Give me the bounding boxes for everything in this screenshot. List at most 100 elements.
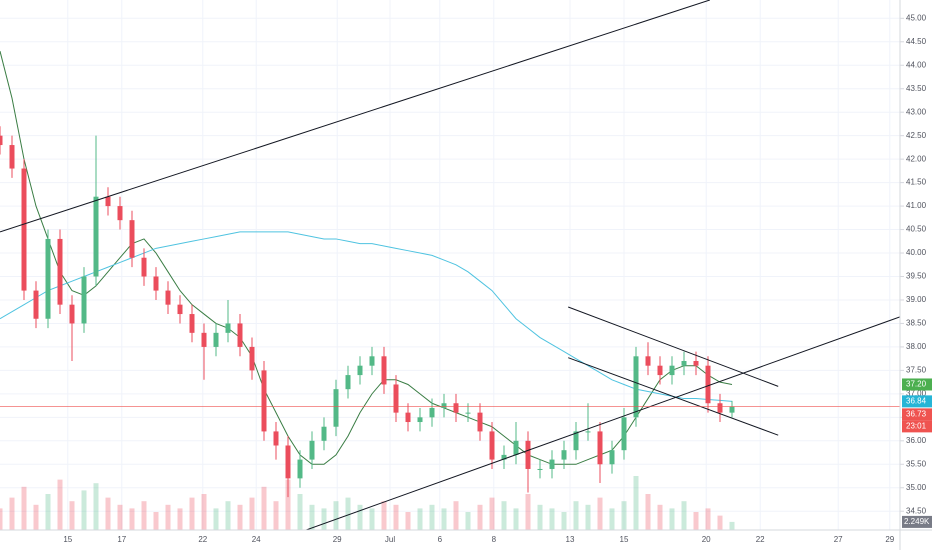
volume-bar bbox=[621, 501, 627, 530]
volume-bar bbox=[285, 479, 291, 530]
volume-label: 2.249K bbox=[904, 517, 930, 526]
price-label: 36.84 bbox=[906, 396, 927, 405]
candle-body bbox=[345, 375, 351, 390]
x-tick-label: 20 bbox=[702, 535, 711, 544]
volume-label-box bbox=[902, 515, 932, 528]
grid bbox=[0, 0, 900, 530]
volume-bar bbox=[477, 504, 483, 530]
volume-bar bbox=[141, 501, 147, 530]
price-label-box bbox=[902, 395, 932, 408]
volume-bar bbox=[369, 508, 375, 530]
volume-bar bbox=[513, 508, 519, 530]
candle-body bbox=[81, 276, 87, 324]
x-tick-label: 6 bbox=[438, 535, 443, 544]
candle-body bbox=[417, 417, 423, 423]
candle-body bbox=[477, 412, 483, 432]
volume-bar bbox=[69, 501, 75, 530]
candle-body bbox=[333, 389, 339, 427]
candle-body bbox=[441, 403, 447, 408]
candle-body bbox=[525, 440, 531, 469]
candle-body bbox=[501, 454, 507, 460]
volume-bar bbox=[117, 504, 123, 530]
price-label: 37.20 bbox=[906, 380, 927, 389]
candle-body bbox=[285, 445, 291, 479]
candle-body bbox=[429, 407, 435, 418]
price-label: 36.73 bbox=[906, 409, 927, 418]
candle-body bbox=[633, 356, 639, 418]
candle-body bbox=[513, 440, 519, 455]
candle-body bbox=[45, 238, 51, 319]
y-tick-label: 34.50 bbox=[906, 506, 927, 515]
moving-average-line bbox=[0, 51, 733, 465]
volume-bar bbox=[381, 501, 387, 530]
volume-bar bbox=[609, 508, 615, 530]
volume-bar bbox=[393, 504, 399, 530]
candle-body bbox=[717, 403, 723, 413]
candle-body bbox=[213, 332, 219, 347]
candle-body bbox=[705, 365, 711, 404]
candle-body bbox=[309, 440, 315, 460]
candle-body bbox=[381, 356, 387, 385]
y-tick-label: 38.00 bbox=[906, 342, 927, 351]
price-label-box bbox=[902, 378, 932, 391]
candle-body bbox=[225, 323, 231, 333]
volume-bar bbox=[549, 508, 555, 530]
countdown-box bbox=[902, 420, 932, 433]
volume-bar bbox=[249, 497, 255, 530]
x-tick-label: 22 bbox=[198, 535, 207, 544]
candle-body bbox=[0, 135, 3, 146]
candle-body bbox=[453, 403, 459, 413]
candle-body bbox=[201, 332, 207, 347]
x-tick-label: 13 bbox=[566, 535, 575, 544]
countdown: 23:01 bbox=[906, 421, 927, 430]
candle-body bbox=[57, 238, 63, 305]
volume-bar bbox=[645, 494, 651, 530]
candle-body bbox=[729, 406, 735, 413]
volume-bar bbox=[81, 490, 87, 530]
volume-bar bbox=[573, 501, 579, 530]
volume-bar bbox=[309, 504, 315, 530]
moving-average-line bbox=[0, 231, 733, 402]
volume-bar bbox=[633, 476, 639, 530]
candle-body bbox=[117, 206, 123, 221]
y-tick-label: 43.00 bbox=[906, 107, 927, 116]
candle-body bbox=[357, 365, 363, 376]
volume-bar bbox=[177, 508, 183, 530]
y-tick-label: 40.00 bbox=[906, 248, 927, 257]
y-tick-label: 44.00 bbox=[906, 60, 927, 69]
candle-body bbox=[405, 412, 411, 423]
volume-bar bbox=[729, 521, 735, 530]
x-tick-label: 29 bbox=[333, 535, 342, 544]
volume-bar bbox=[597, 497, 603, 530]
trend-line bbox=[568, 306, 779, 387]
axes: 34.5035.0035.5036.0036.5037.0037.5038.00… bbox=[63, 13, 932, 544]
candle-body bbox=[273, 431, 279, 446]
volume-bar bbox=[321, 508, 327, 530]
candle-body bbox=[177, 304, 183, 315]
volume-bar bbox=[189, 497, 195, 530]
y-tick-label: 41.50 bbox=[906, 178, 927, 187]
volume-bar bbox=[405, 512, 411, 530]
candle-body bbox=[585, 431, 591, 433]
x-tick-label: 24 bbox=[252, 535, 261, 544]
x-tick-label: Jul bbox=[385, 535, 395, 544]
volume-bar bbox=[657, 504, 663, 530]
y-tick-label: 36.00 bbox=[906, 436, 927, 445]
volume-pane bbox=[0, 476, 735, 530]
y-tick-label: 42.50 bbox=[906, 131, 927, 140]
candle-body bbox=[597, 431, 603, 465]
y-tick-label: 35.50 bbox=[906, 459, 927, 468]
candle-body bbox=[189, 314, 195, 333]
volume-bar bbox=[537, 504, 543, 530]
trend-line bbox=[304, 316, 900, 530]
y-tick-label: 37.00 bbox=[906, 389, 927, 398]
volume-bar bbox=[333, 501, 339, 530]
volume-bar bbox=[9, 497, 15, 530]
volume-bar bbox=[693, 512, 699, 530]
candle-body bbox=[537, 468, 543, 470]
volume-bar bbox=[93, 483, 99, 530]
candle-body bbox=[165, 290, 171, 305]
trend-line bbox=[0, 0, 710, 233]
candle-body bbox=[657, 365, 663, 376]
y-tick-label: 39.50 bbox=[906, 272, 927, 281]
